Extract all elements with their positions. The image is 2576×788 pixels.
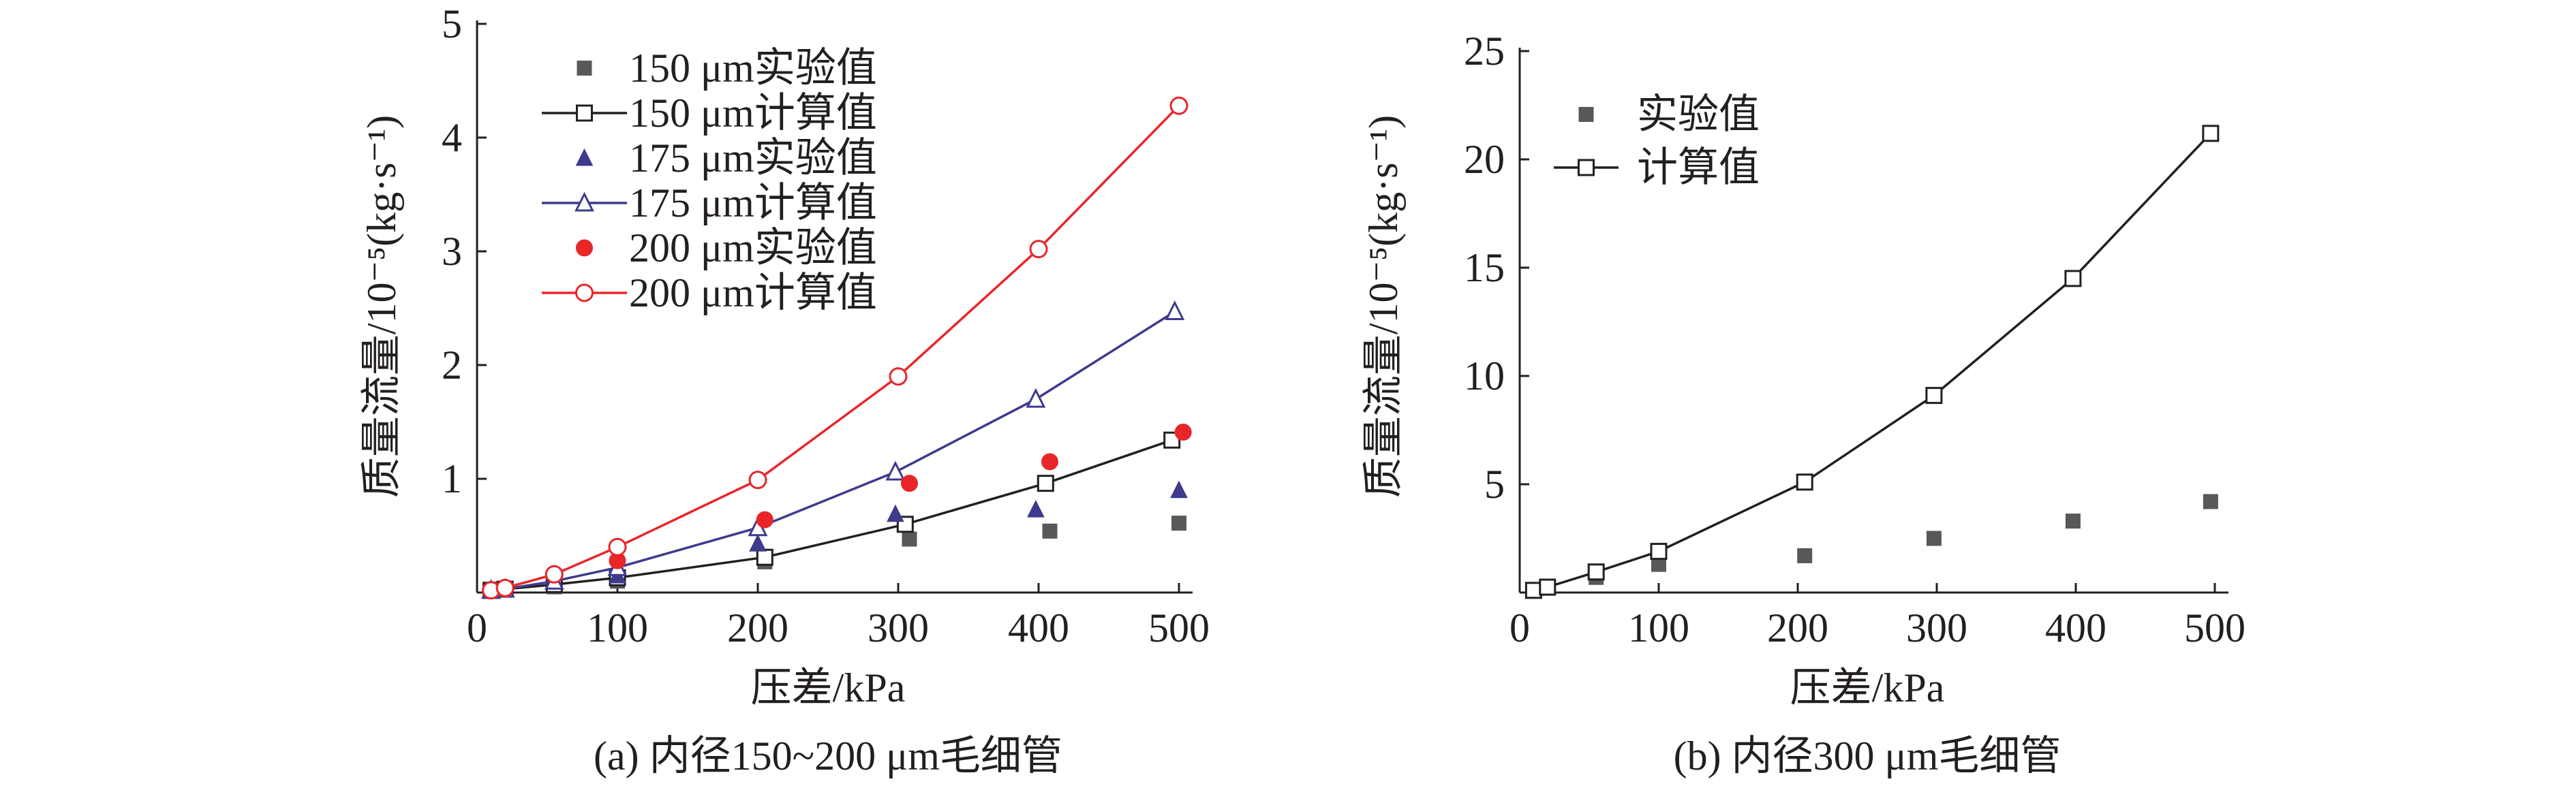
chart-panel-b: 0 100 200 300 400 500 5 10 15 20 25 压差/kPa 质量流量/10⁻⁵… (1361, 29, 2245, 778)
y-tick-label: 4 (442, 115, 462, 160)
x-tick-label: 100 (587, 605, 648, 650)
y-tick-label: 20 (1464, 137, 1505, 182)
x-tick-label: 400 (1008, 605, 1069, 650)
y-axis-label: 质量流量/10⁻⁵(kg·s⁻¹) (1361, 115, 1406, 498)
data-point (1796, 473, 1813, 491)
data-point (1171, 516, 1186, 531)
data-point (1041, 453, 1058, 471)
y-tick-label: 2 (442, 343, 462, 388)
data-point (1650, 543, 1668, 561)
data-point (900, 475, 918, 492)
x-tick-label: 500 (2184, 605, 2245, 650)
data-point (2203, 494, 2218, 509)
data-point (1797, 548, 1813, 563)
data-point (2064, 270, 2082, 287)
data-point (1165, 300, 1185, 321)
x-tick-label: 0 (1509, 605, 1530, 650)
y-tick-label: 3 (442, 229, 462, 274)
series-line (491, 311, 1176, 592)
data-point (1524, 582, 1542, 599)
legend-marker (576, 104, 593, 122)
data-point (545, 565, 564, 584)
legend-label: 实验值 (1637, 92, 1760, 137)
legend-label: 150 μm计算值 (629, 91, 877, 136)
data-point (495, 578, 515, 597)
data-point (2202, 125, 2220, 142)
legend-marker (575, 148, 594, 166)
x-tick-label: 300 (1906, 605, 1967, 650)
panel-caption: (b) 内径300 μm毛细管 (1674, 734, 2061, 778)
legend-label: 175 μm实验值 (629, 136, 877, 180)
data-point (887, 504, 904, 522)
legend-marker (576, 239, 593, 257)
series-6 (482, 96, 1189, 600)
data-point (749, 534, 767, 552)
x-tick-label: 100 (1628, 605, 1689, 650)
data-point (885, 460, 906, 481)
x-axis-label: 压差/kPa (751, 665, 906, 710)
data-point (1174, 424, 1192, 441)
data-point (1026, 388, 1046, 408)
x-tick-label: 200 (1767, 605, 1828, 650)
data-point (608, 537, 627, 556)
legend-marker (574, 191, 594, 212)
data-point (1169, 96, 1189, 115)
data-point (748, 471, 767, 490)
data-point (1170, 480, 1188, 499)
legend-marker (1578, 107, 1594, 122)
y-axis-label: 质量流量/10⁻⁵(kg·s⁻¹) (359, 115, 404, 498)
legend-label: 200 μm计算值 (629, 270, 877, 315)
legend-label: 175 μm计算值 (629, 180, 877, 225)
series-line (491, 439, 1173, 592)
x-tick-label: 400 (2045, 605, 2106, 650)
x-tick-label: 500 (1148, 605, 1210, 650)
data-point (1926, 531, 1942, 546)
y-tick-label: 10 (1464, 353, 1505, 398)
data-point (1651, 556, 1666, 572)
y-tick-label: 25 (1464, 29, 1505, 74)
data-point (1037, 475, 1054, 492)
series-4 (481, 300, 1185, 599)
legend-label: 计算值 (1637, 145, 1760, 190)
chart-panel-a: 0 100 200 300 400 500 1 2 3 4 5 压差/kPa 质量流量/10⁻⁵(kg·… (359, 1, 1210, 778)
series-5 (482, 424, 1192, 599)
x-tick-label: 200 (727, 605, 788, 650)
x-axis-label: 压差/kPa (1790, 665, 1945, 710)
series-1 (1526, 494, 2218, 598)
y-tick-label: 5 (442, 1, 462, 46)
series-2 (1524, 125, 2220, 599)
data-point (1587, 563, 1605, 581)
data-point (1029, 240, 1048, 259)
data-point (756, 548, 773, 566)
y-tick-label: 1 (442, 456, 462, 501)
data-point (2065, 514, 2081, 529)
y-tick-label: 5 (1484, 462, 1505, 507)
series-line (1533, 132, 2212, 592)
x-tick-label: 0 (467, 605, 487, 650)
data-point (1539, 578, 1557, 596)
legend-marker (575, 283, 594, 302)
legend-label: 200 μm实验值 (629, 225, 877, 270)
panel-caption: (a) 内径150~200 μm毛细管 (594, 734, 1062, 778)
series-1 (483, 516, 1186, 599)
legend-label: 150 μm实验值 (629, 46, 877, 91)
data-point (1042, 523, 1058, 539)
legend-marker (577, 61, 592, 76)
data-point (889, 367, 908, 386)
data-point (1163, 431, 1181, 449)
data-point (1925, 387, 1943, 405)
data-point (1027, 499, 1045, 518)
data-point (756, 511, 773, 529)
legend-marker (1578, 159, 1595, 176)
data-point (902, 531, 917, 547)
y-tick-label: 15 (1464, 245, 1505, 290)
x-tick-label: 300 (868, 605, 929, 650)
